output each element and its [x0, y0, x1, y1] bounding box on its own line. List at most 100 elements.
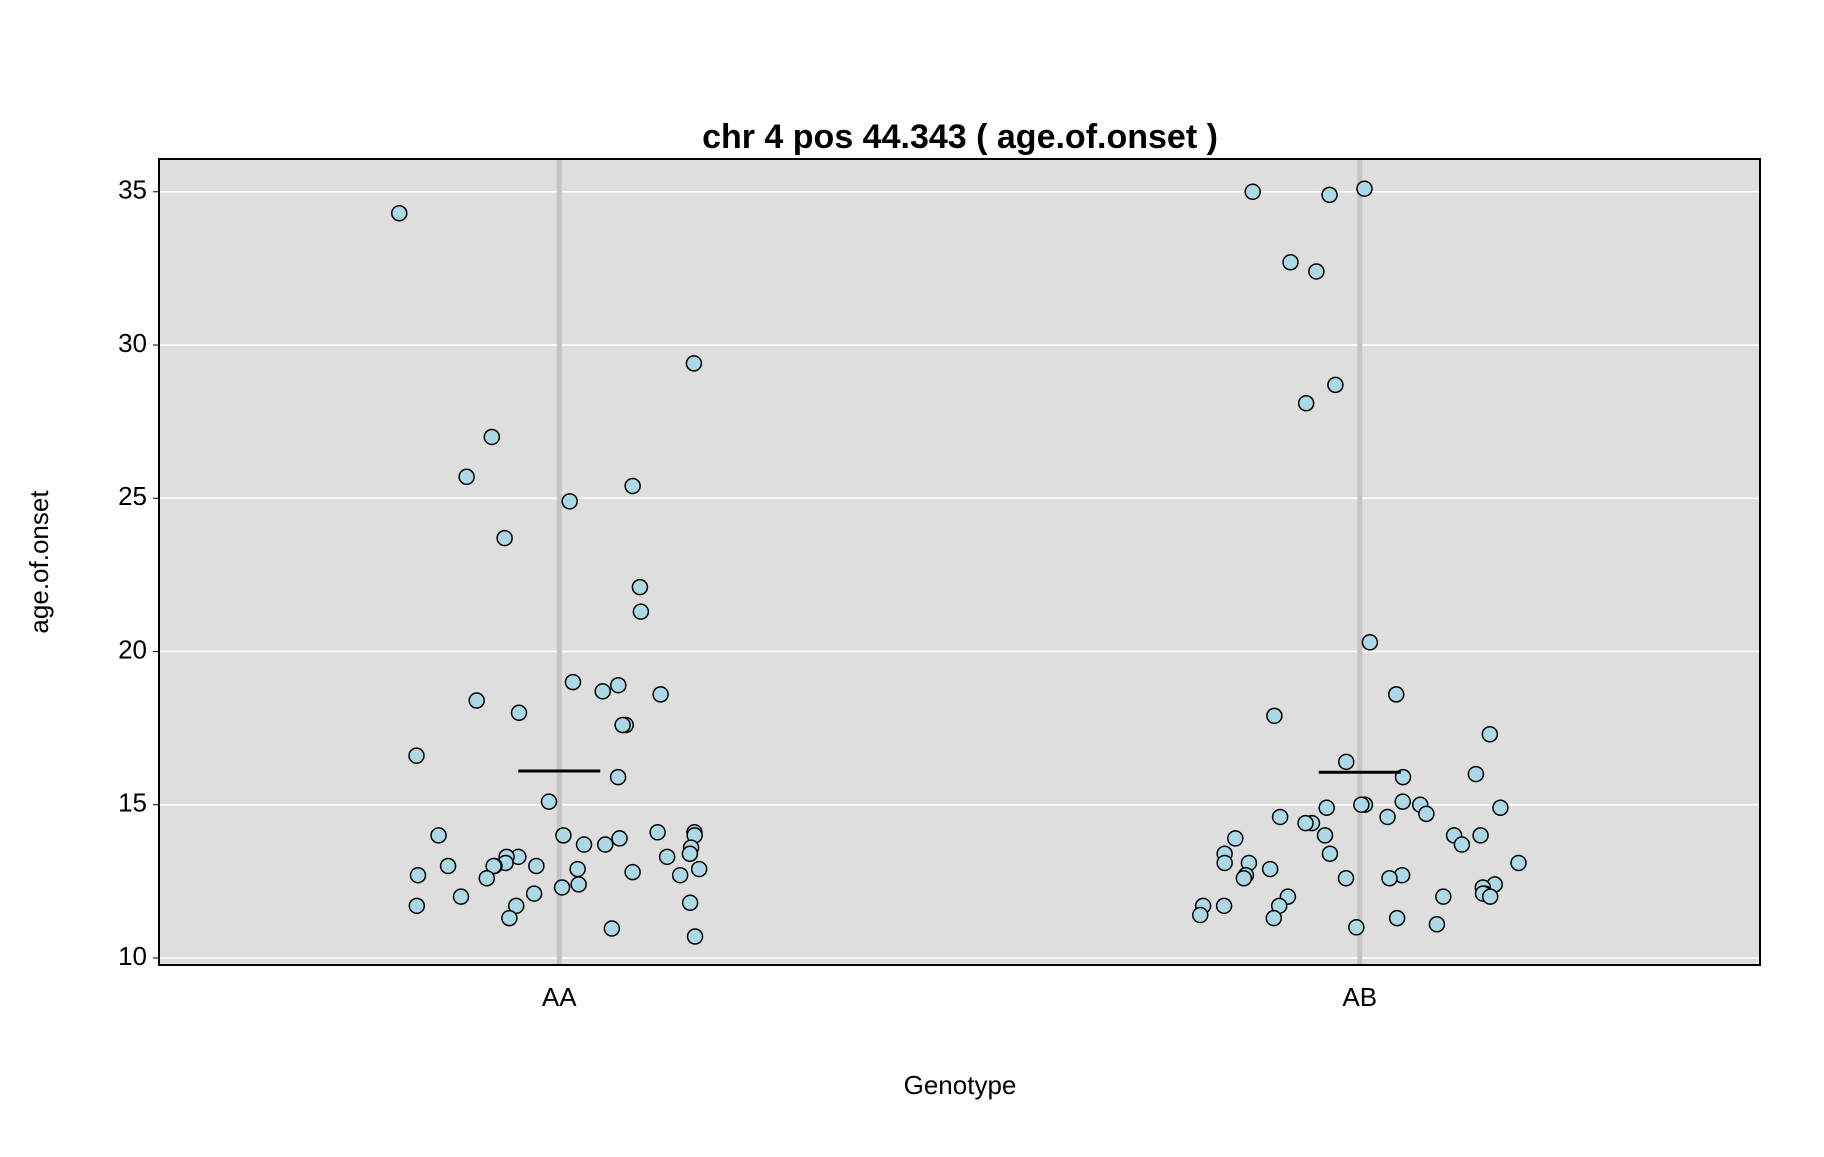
- point: [525, 885, 543, 902]
- point: [1492, 799, 1509, 817]
- point: [1418, 805, 1435, 823]
- point: [1192, 906, 1209, 924]
- y-tick-label: 20: [118, 634, 147, 664]
- y-tick-label: 25: [118, 481, 147, 511]
- point: [458, 468, 475, 486]
- point: [1353, 796, 1370, 813]
- y-tick-label: 30: [118, 328, 147, 358]
- point: [611, 830, 628, 847]
- point: [555, 827, 572, 844]
- y-tick-label: 10: [118, 941, 147, 971]
- point: [575, 836, 593, 853]
- point: [408, 747, 425, 764]
- point: [570, 876, 587, 893]
- point: [1379, 808, 1396, 826]
- point: [1227, 830, 1244, 847]
- point: [1337, 870, 1355, 887]
- point: [681, 845, 699, 863]
- point: [632, 603, 650, 620]
- point: [671, 866, 689, 884]
- plot-background: [159, 159, 1760, 965]
- plot-border: [158, 158, 1761, 966]
- point: [1481, 725, 1499, 743]
- y-tick-label: 15: [118, 788, 147, 818]
- point: [1282, 254, 1299, 271]
- point: [408, 897, 426, 915]
- point: [1216, 854, 1233, 872]
- point: [690, 860, 708, 878]
- point: [1271, 808, 1289, 826]
- point: [1297, 395, 1315, 412]
- point: [485, 857, 502, 875]
- point: [1381, 870, 1398, 887]
- point: [1348, 919, 1365, 936]
- point: [681, 894, 699, 912]
- point: [1356, 180, 1373, 197]
- point: [610, 676, 627, 694]
- point: [1428, 915, 1446, 933]
- point: [686, 928, 704, 945]
- point: [501, 909, 518, 927]
- point: [603, 920, 621, 937]
- y-tick-label: 35: [118, 175, 147, 205]
- point: [1266, 707, 1283, 725]
- point: [624, 477, 641, 495]
- point: [1510, 854, 1527, 872]
- point: [1435, 888, 1452, 905]
- point: [1318, 799, 1335, 817]
- point: [553, 879, 571, 896]
- y-axis-label: age.of.onset: [24, 490, 54, 634]
- point: [1387, 686, 1405, 703]
- point: [1316, 827, 1334, 844]
- point: [1394, 793, 1411, 810]
- point: [468, 692, 485, 709]
- point: [1338, 753, 1355, 771]
- point: [1308, 263, 1325, 280]
- point: [510, 704, 528, 722]
- point: [569, 860, 586, 878]
- point: [564, 673, 582, 691]
- point: [1388, 909, 1406, 927]
- point: [1244, 183, 1261, 201]
- point: [1321, 845, 1339, 863]
- point: [685, 355, 703, 372]
- point: [624, 863, 641, 881]
- point: [1235, 870, 1253, 887]
- point: [452, 888, 470, 905]
- point: [1327, 376, 1344, 394]
- point: [561, 493, 578, 510]
- point: [594, 683, 611, 700]
- point: [1265, 909, 1283, 927]
- point: [597, 836, 614, 853]
- point: [652, 686, 669, 703]
- point: [1453, 836, 1471, 853]
- chart-title: chr 4 pos 44.343 ( age.of.onset ): [702, 118, 1218, 156]
- point: [1321, 186, 1338, 204]
- point: [649, 824, 666, 841]
- point: [540, 793, 558, 810]
- point: [483, 428, 501, 446]
- point: [391, 204, 408, 222]
- point: [430, 827, 447, 844]
- point: [409, 866, 427, 884]
- point: [1261, 860, 1279, 878]
- point: [496, 529, 513, 547]
- point: [609, 768, 627, 786]
- x-tick-label: AA: [542, 982, 577, 1012]
- point: [1481, 888, 1499, 905]
- point: [478, 870, 496, 887]
- point: [1361, 634, 1379, 651]
- x-axis-label: Genotype: [904, 1070, 1017, 1100]
- point: [528, 857, 545, 875]
- point: [1215, 897, 1233, 915]
- point: [1472, 827, 1489, 844]
- point: [1467, 765, 1485, 783]
- point: [507, 897, 525, 915]
- point: [1297, 814, 1314, 832]
- point: [658, 848, 676, 866]
- point: [439, 857, 457, 875]
- point: [614, 716, 631, 734]
- x-tick-label: AB: [1342, 982, 1377, 1012]
